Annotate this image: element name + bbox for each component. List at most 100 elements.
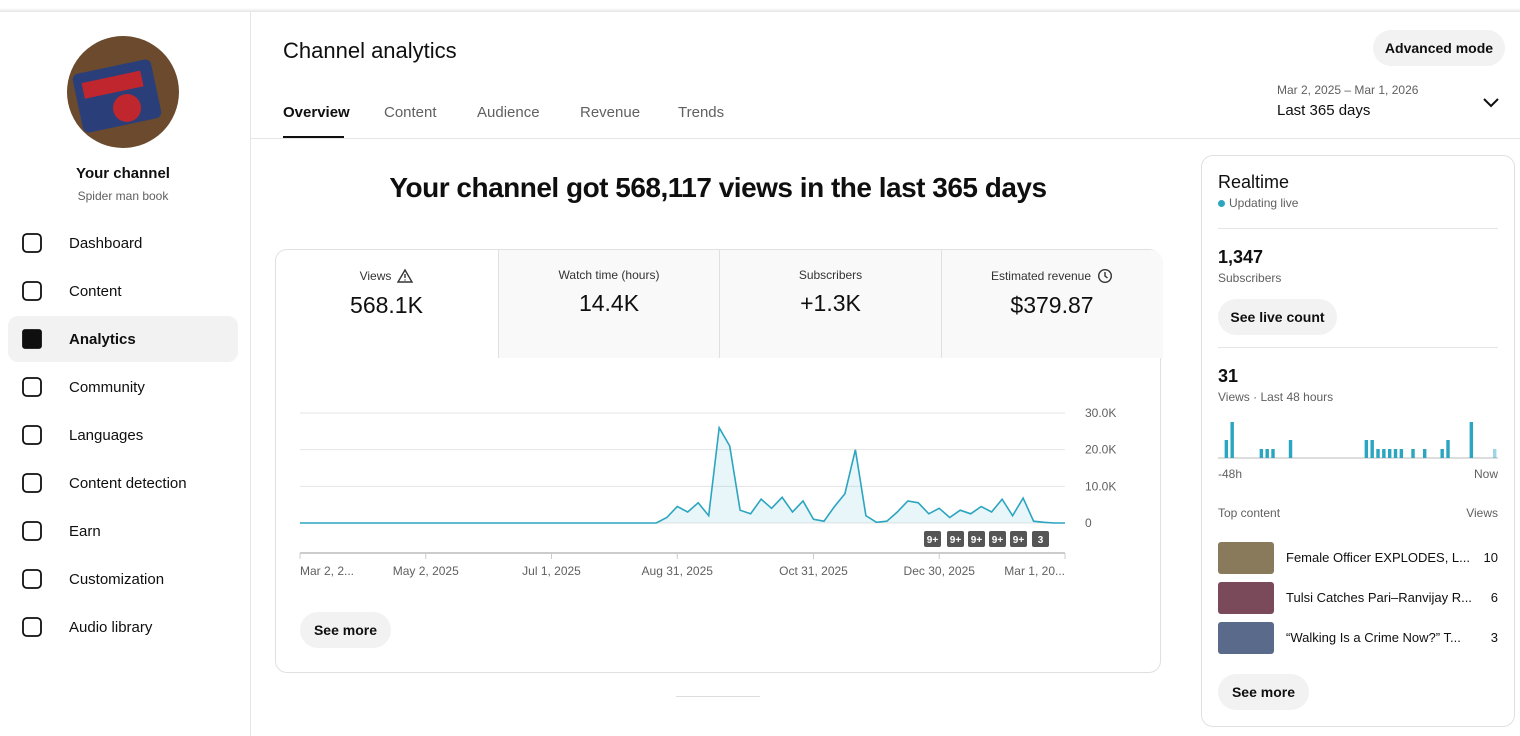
video-title[interactable]: Female Officer EXPLODES, L... [1286, 550, 1470, 565]
bar [1411, 449, 1415, 458]
metric-label: Estimated revenue [990, 269, 1092, 283]
top-shadow [0, 0, 1520, 12]
metric-card[interactable]: Estimated revenue $379.87 [940, 250, 1163, 358]
nav-label: Content detection [69, 474, 187, 492]
nav-item[interactable]: Content [8, 268, 238, 314]
metric-label-row: Subscribers [720, 268, 941, 282]
nav-label: Earn [69, 522, 101, 540]
nav-icon [22, 569, 42, 589]
realtime-title: Realtime [1218, 172, 1290, 192]
metric-label-row: Views [276, 268, 497, 284]
nav-label: Languages [69, 426, 144, 444]
nav-item[interactable]: Audio library [8, 604, 238, 650]
warning-icon [397, 268, 414, 283]
video-title[interactable]: Tulsi Catches Pari–Ranvijay R... [1286, 590, 1472, 605]
video-title[interactable]: “Walking Is a Crime Now?” T... [1286, 630, 1461, 645]
nav-label: Dashboard [69, 234, 143, 252]
icon-shape [1104, 272, 1108, 279]
annotation-badge[interactable] [989, 531, 1006, 547]
metric-card[interactable]: Subscribers +1.3K [719, 250, 941, 358]
channel-name: Spider man book [77, 189, 169, 203]
tab[interactable]: Revenue [580, 104, 641, 121]
annotation-badge[interactable] [1032, 531, 1049, 547]
dropdown-icon[interactable] [1482, 96, 1500, 110]
x-tick-label: -48h [1218, 467, 1242, 481]
tab[interactable]: Overview [283, 104, 350, 121]
nav-label: Customization [69, 570, 165, 588]
tab-underline [283, 136, 344, 139]
subscriber-count: 1,347 [1218, 247, 1264, 267]
nav-icon [22, 473, 42, 493]
annotation-label: 9+ [992, 535, 1004, 546]
metric-card[interactable]: Watch time (hours) 14.4K [497, 250, 720, 358]
icon-shape [397, 268, 414, 283]
x-tick-label: May 2, 2025 [393, 564, 459, 578]
nav-icon [22, 617, 42, 637]
annotation-badge[interactable] [968, 531, 985, 547]
sidebar: Your channel Spider man book Dashboard Co… [0, 12, 251, 736]
nav-item[interactable]: Earn [8, 508, 238, 554]
icon-shape [22, 377, 42, 397]
bar [1271, 449, 1275, 458]
metric-label-row: Watch time (hours) [499, 268, 720, 282]
realtime-see-more[interactable]: See more [1218, 674, 1309, 710]
bar [1364, 440, 1369, 458]
x-tick-label: Dec 30, 2025 [904, 564, 976, 578]
annotation-label: 3 [1038, 535, 1044, 546]
nav-item[interactable]: Content detection [8, 460, 238, 506]
nav-item[interactable]: Customization [8, 556, 238, 602]
see-more-button[interactable]: See more [300, 612, 391, 648]
thumbnail[interactable] [1218, 622, 1274, 654]
nav-icon [22, 281, 42, 301]
annotation-badge[interactable] [1010, 531, 1027, 547]
avatar[interactable] [67, 36, 179, 148]
icon-shape [22, 569, 42, 589]
x-tick-label: Oct 31, 2025 [779, 564, 848, 578]
metric-card[interactable]: Views 568.1K [276, 250, 497, 358]
advanced-mode-button[interactable]: Advanced mode [1373, 30, 1505, 66]
divider [1218, 347, 1498, 348]
nav-label: Analytics [69, 330, 136, 348]
thumbnail[interactable] [1218, 542, 1274, 574]
live-count-button[interactable]: See live count [1218, 299, 1337, 335]
tab[interactable]: Content [384, 104, 437, 121]
tab[interactable]: Trends [678, 104, 725, 121]
nav-item[interactable]: Languages [8, 412, 238, 458]
y-tick-label: 30.0K [1085, 406, 1116, 420]
video-views: 6 [1490, 590, 1498, 605]
bar [1224, 440, 1229, 458]
annotation-badge[interactable] [924, 531, 941, 547]
annotation-label: 9+ [971, 535, 983, 546]
icon-shape [22, 425, 42, 445]
status-text: Updating live [1229, 196, 1299, 210]
realtime-views: 31 [1218, 366, 1239, 386]
nav-label: Content [69, 282, 122, 300]
bar [1288, 440, 1293, 458]
period[interactable]: Last 365 days [1277, 102, 1371, 119]
tab[interactable]: Audience [477, 104, 540, 121]
bar [1382, 449, 1386, 458]
nav-item[interactable]: Dashboard [8, 220, 238, 266]
nav-item[interactable]: Analytics [8, 316, 238, 362]
nav-icon [22, 521, 42, 541]
nav-icon [22, 329, 42, 349]
metric-value: 14.4K [578, 290, 640, 316]
headline: Your channel got 568,117 views in the la… [389, 172, 1047, 203]
annotation-badge[interactable] [947, 531, 964, 547]
metric-label: Subscribers [798, 268, 863, 282]
bar [1265, 449, 1269, 458]
nav-icon [22, 233, 42, 253]
thumbnail[interactable] [1218, 582, 1274, 614]
icon-shape [22, 281, 42, 301]
metric-value: 568.1K [350, 292, 423, 318]
nav-icon [22, 425, 42, 445]
bar [1492, 449, 1497, 458]
nav-label: Audio library [69, 618, 153, 636]
annotation-label: 9+ [1013, 535, 1025, 546]
bar [1469, 422, 1474, 458]
video-views: 3 [1490, 630, 1498, 645]
metric-label: Watch time (hours) [558, 268, 660, 282]
nav-item[interactable]: Community [8, 364, 238, 410]
metric-value: +1.3K [800, 290, 861, 316]
